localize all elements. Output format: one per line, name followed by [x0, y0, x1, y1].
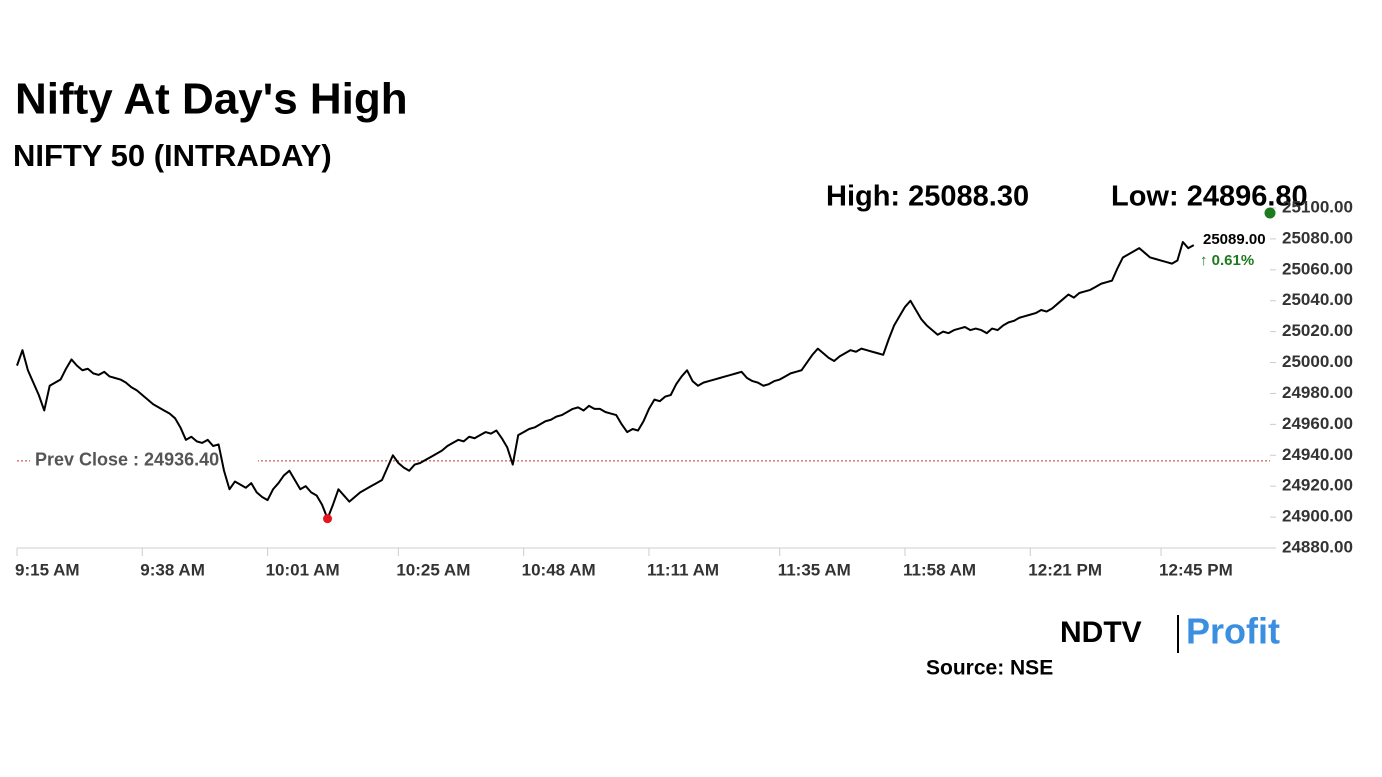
last-marker: [1264, 207, 1276, 219]
y-tick-label: 25040.00: [1282, 290, 1353, 309]
x-tick-label: 10:48 AM: [522, 560, 596, 579]
x-tick-label: 10:25 AM: [396, 560, 470, 579]
chart-subtitle: NIFTY 50 (INTRADAY): [13, 138, 332, 173]
x-tick-label: 10:01 AM: [266, 560, 340, 579]
last-value-label: 25089.00: [1203, 231, 1266, 248]
y-tick-label: 25100.00: [1282, 197, 1353, 216]
y-tick-label: 24960.00: [1282, 414, 1353, 433]
low-marker: [323, 514, 333, 524]
x-tick-label: 11:11 AM: [647, 560, 719, 579]
source: Source: NSE: [926, 657, 1053, 680]
y-tick-label: 24880.00: [1282, 537, 1353, 556]
y-tick-label: 24920.00: [1282, 476, 1353, 495]
x-tick-label: 12:21 PM: [1028, 560, 1102, 579]
chart-title: Nifty At Day's High: [15, 75, 408, 124]
y-tick-label: 24940.00: [1282, 445, 1353, 464]
x-tick-label: 9:15 AM: [15, 560, 80, 579]
logo-ndtv: NDTV: [1060, 616, 1142, 649]
y-tick-label: 25020.00: [1282, 321, 1353, 340]
y-tick-label: 25060.00: [1282, 259, 1353, 278]
price-line: [16, 241, 1195, 520]
last-change-label: ↑ 0.61%: [1200, 252, 1254, 269]
x-tick-label: 11:35 AM: [778, 560, 851, 579]
logo-profit: Profit: [1186, 611, 1280, 652]
y-tick-label: 25000.00: [1282, 352, 1353, 371]
y-tick-label: 24900.00: [1282, 507, 1353, 526]
x-tick-label: 9:38 AM: [140, 560, 205, 579]
x-tick-label: 11:58 AM: [903, 560, 976, 579]
y-tick-label: 24980.00: [1282, 383, 1353, 402]
low-label: Low: 24896.80: [1111, 181, 1308, 213]
prev-close-label: Prev Close : 24936.40: [35, 450, 219, 470]
y-tick-label: 25080.00: [1282, 228, 1353, 247]
high-label: High: 25088.30: [826, 181, 1029, 213]
x-tick-label: 12:45 PM: [1159, 560, 1233, 579]
